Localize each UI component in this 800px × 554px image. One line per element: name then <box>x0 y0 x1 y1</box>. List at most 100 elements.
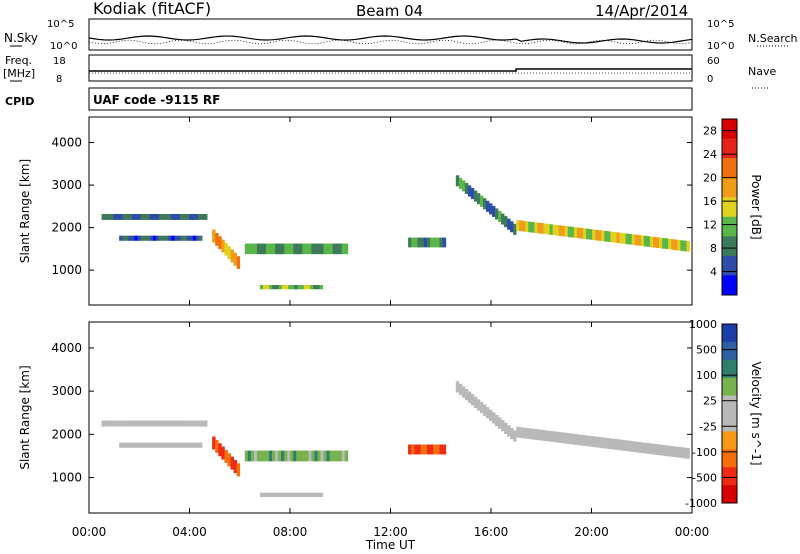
power-colorbar-tick-label: 8 <box>710 242 717 255</box>
noise-traces <box>88 35 693 45</box>
power-region-band-early-cell <box>176 213 181 220</box>
velocity-region-patch-12to14-cell <box>414 444 418 455</box>
velocity-region-band-17to24-cell <box>631 441 636 452</box>
velocity-region-patch-6to10-cell <box>256 450 261 462</box>
freq-left-tick-bottom: 8 <box>56 74 62 85</box>
power-region-band-17to24-cell <box>552 224 557 236</box>
velocity-region-arc-15to17-cell <box>513 430 517 442</box>
power-colorbar-cell <box>722 255 737 276</box>
power-region-patch-7to9-low-cell <box>303 285 308 290</box>
velocity-region-patch-7to9-low-cell <box>300 492 305 498</box>
velocity-region-band-17to24-cell <box>656 444 660 456</box>
velocity-xtick-label: 04:00 <box>172 525 207 539</box>
velocity-region-patch-12to14-cell <box>411 444 415 455</box>
velocity-region-band-17to24-cell <box>643 442 648 454</box>
power-region-patch-6to10-cell <box>269 243 273 255</box>
power-region-band-17to24-cell <box>540 223 544 234</box>
power-region-patch-6to10-cell <box>262 243 267 255</box>
velocity-region-patch-6to10-cell <box>265 450 270 462</box>
velocity-region-band-low-early-cell <box>159 442 163 448</box>
beam-title: Beam 04 <box>356 2 423 20</box>
power-region-patch-12to14-cell <box>417 237 422 248</box>
power-region-patch-12to14-cell <box>426 237 431 248</box>
velocity-region-band-17to24-cell <box>622 440 627 451</box>
velocity-region-band-17to24-cell <box>586 435 590 447</box>
velocity-region-band-17to24-cell <box>558 432 563 443</box>
velocity-region-band-early-cell <box>179 420 184 427</box>
power-region-band-early-cell <box>195 213 199 220</box>
velocity-region-band-early-cell <box>143 420 148 427</box>
velocity-region-band-17to24-cell <box>579 434 584 446</box>
velocity-region-band-17to24-cell <box>540 429 544 441</box>
velocity-region-band-17to24-cell <box>662 444 666 456</box>
power-region-band-17to24-cell <box>607 231 611 242</box>
power-region-band-low-early-cell <box>125 235 129 241</box>
power-region-patch-7to9-low-cell <box>275 285 280 290</box>
power-region-band-low-early-cell <box>152 235 157 241</box>
velocity-region-band-early-cell <box>119 420 124 427</box>
power-region-band-low-early-cell <box>156 235 160 241</box>
velocity-region-band-early-cell <box>134 420 139 427</box>
power-region-patch-6to10-cell <box>256 243 261 255</box>
velocity-region-patch-7to9-low-cell <box>291 492 295 498</box>
velocity-region-patch-6to10-cell <box>329 450 334 462</box>
velocity-region-patch-12to14-cell <box>420 444 425 455</box>
power-region-patch-7to9-low-cell <box>313 285 317 290</box>
power-region-band-low-early-cell <box>171 235 175 241</box>
power-region-band-early-cell <box>204 213 208 220</box>
power-region-band-early-cell <box>101 213 105 220</box>
velocity-region-band-low-early-cell <box>156 442 160 448</box>
power-region-band-17to24-cell <box>598 230 602 241</box>
power-region-band-17to24-cell <box>652 236 657 248</box>
velocity-region-band-early-cell <box>198 420 202 427</box>
power-region-arc-15to17-cell <box>482 198 487 210</box>
velocity-xtick-label: 08:00 <box>273 525 308 539</box>
velocity-region-arc-15to17-cell <box>501 420 505 432</box>
velocity-region-spike-5h-cell <box>236 463 241 477</box>
velocity-colorbar-tick-label: -100 <box>692 446 717 459</box>
velocity-region-band-17to24-cell <box>598 437 602 448</box>
velocity-region-spike-5h-cell <box>212 436 216 450</box>
power-region-band-17to24-cell <box>549 224 554 235</box>
velocity-colorbar-cell <box>722 359 737 378</box>
power-region-patch-6to10-cell <box>299 243 303 255</box>
power-region-band-17to24-cell <box>519 220 523 232</box>
velocity-xtick-label: 00:00 <box>675 525 710 539</box>
velocity-colorbar-cell <box>722 413 737 432</box>
power-region-patch-7to9-low-cell <box>278 285 283 290</box>
power-heatmap-panel: 1000 2000 3000 4000 Slant Range [km] <box>18 116 693 306</box>
velocity-region-patch-6to10-cell <box>317 450 321 462</box>
power-region-arc-15to17-cell <box>467 185 472 197</box>
velocity-region-band-17to24-cell <box>625 440 630 452</box>
power-region-band-early-cell <box>146 213 151 220</box>
velocity-region-patch-6to10-cell <box>244 450 249 462</box>
power-region-band-early-cell <box>164 213 169 220</box>
power-region-band-low-early-cell <box>131 235 135 241</box>
power-region-patch-7to9-low-cell <box>272 285 276 290</box>
power-colorbar-cell <box>722 138 737 159</box>
velocity-region-band-low-early-cell <box>119 442 123 448</box>
velocity-region-patch-7to9-low-cell <box>316 492 320 498</box>
velocity-xtick-label: 00:00 <box>72 525 107 539</box>
power-region-band-early-cell <box>128 213 133 220</box>
velocity-region-patch-12to14-cell <box>439 444 444 455</box>
power-ytick-label: 1000 <box>51 263 82 277</box>
power-region-patch-6to10-cell <box>281 243 285 255</box>
velocity-region-arc-15to17-cell <box>504 422 508 434</box>
power-region-patch-6to10-cell <box>275 243 279 255</box>
velocity-region-band-17to24-cell <box>610 438 614 450</box>
velocity-region-band-low-early-cell <box>192 442 197 448</box>
velocity-region-patch-6to10-cell <box>262 450 267 462</box>
velocity-region-band-low-early-cell <box>180 442 185 448</box>
power-region-band-17to24-cell <box>543 223 547 235</box>
power-region-patch-6to10-cell <box>323 243 327 255</box>
velocity-region-band-17to24-cell <box>601 437 605 449</box>
freq-right-tick-top: 60 <box>707 56 720 67</box>
velocity-region-patch-7to9-low-cell <box>310 492 314 498</box>
velocity-region-patch-12to14-cell <box>430 444 434 455</box>
power-colorbar-cell <box>722 119 737 139</box>
velocity-region-arc-15to17-cell <box>464 388 469 401</box>
velocity-region-band-17to24-cell <box>674 446 678 458</box>
power-region-band-low-early-cell <box>143 235 148 241</box>
power-region-arc-15to17-cell <box>488 203 493 215</box>
